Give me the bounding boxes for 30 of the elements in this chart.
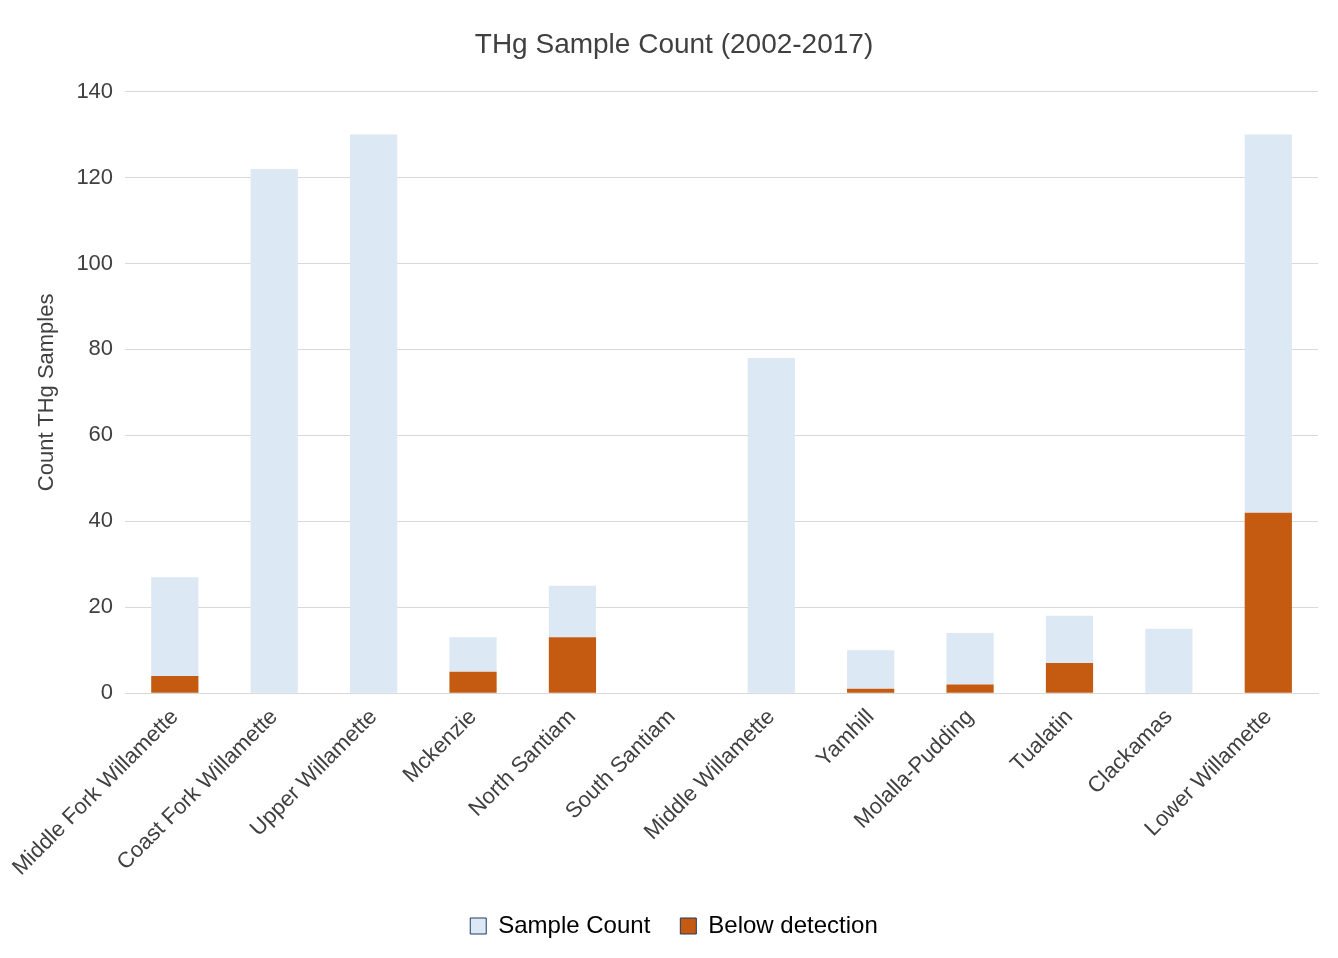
y-tick-label: 140 (76, 77, 114, 103)
y-tick-label: 40 (88, 507, 114, 533)
bar (449, 671, 497, 693)
bar (1045, 663, 1094, 693)
y-axis-title: Count THg Samples (33, 293, 59, 492)
bar (946, 632, 994, 685)
bar (449, 637, 497, 672)
bar (847, 650, 895, 689)
bar (1244, 134, 1292, 513)
bar (350, 134, 398, 693)
y-tick-label: 0 (100, 679, 114, 705)
chart-title: THg Sample Count (2002-2017) (474, 27, 874, 59)
legend-label: Below detection (708, 910, 878, 938)
bar (548, 585, 597, 638)
bar (847, 688, 895, 693)
y-tick-label: 20 (88, 593, 114, 619)
bar (151, 675, 199, 693)
y-tick-label: 60 (88, 421, 114, 447)
bar (946, 684, 994, 693)
bar (151, 577, 199, 676)
bar (548, 637, 597, 693)
bar (1145, 628, 1193, 693)
bar (1045, 615, 1094, 664)
bar (250, 168, 298, 693)
bar (747, 358, 795, 693)
bar (1244, 512, 1292, 693)
y-tick-label: 120 (76, 163, 114, 189)
legend-label: Sample Count (498, 910, 651, 938)
y-tick-label: 80 (88, 335, 114, 361)
y-tick-label: 100 (76, 249, 114, 275)
